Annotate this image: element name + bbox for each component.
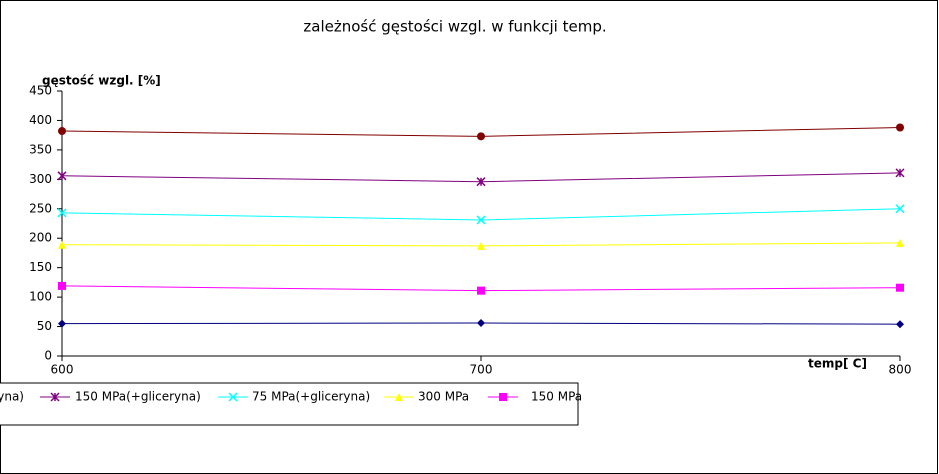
x-tick-label: 700	[470, 363, 493, 377]
legend-label: 150 MPa(+gliceryna)	[75, 390, 201, 404]
x-tick-label: 600	[51, 363, 74, 377]
y-tick-label: 150	[29, 260, 52, 274]
y-tick-label: 400	[29, 113, 52, 127]
y-tick-label: 50	[37, 319, 52, 333]
legend-label: 150 MPa	[531, 390, 582, 404]
marker	[476, 215, 486, 225]
marker	[228, 392, 238, 402]
marker	[58, 319, 66, 328]
marker	[58, 281, 66, 290]
legend-label: yna)	[0, 390, 24, 404]
legend-label: 75 MPa(+gliceryna)	[252, 390, 370, 404]
legend-label: 300 MPa	[418, 390, 469, 404]
marker	[476, 177, 486, 187]
marker	[477, 319, 485, 328]
y-tick-label: 200	[29, 231, 52, 245]
marker	[57, 208, 67, 218]
marker	[57, 171, 67, 181]
marker	[477, 132, 485, 141]
marker	[477, 286, 485, 295]
marker	[896, 238, 904, 247]
x-axis-label: temp[ C]	[808, 357, 867, 371]
marker	[896, 320, 904, 329]
y-tick-label: 100	[29, 290, 52, 304]
marker	[896, 123, 904, 132]
y-tick-label: 350	[29, 142, 52, 156]
y-tick-label: 300	[29, 172, 52, 186]
x-tick-label: 800	[889, 363, 912, 377]
legend	[0, 382, 579, 426]
marker	[50, 392, 60, 402]
y-tick-label: 450	[29, 84, 52, 98]
y-tick-label: 0	[44, 349, 52, 363]
marker	[895, 168, 905, 178]
y-axis-label: gęstość wzgl. [%]	[42, 74, 161, 88]
marker	[895, 204, 905, 214]
chart-title: zależność gęstości wzgl. w funkcji temp.	[303, 18, 606, 36]
marker	[58, 240, 66, 249]
y-tick-label: 250	[29, 201, 52, 215]
marker	[896, 283, 904, 292]
marker	[58, 127, 66, 136]
marker	[395, 393, 403, 401]
marker	[499, 393, 507, 401]
marker	[477, 241, 485, 250]
